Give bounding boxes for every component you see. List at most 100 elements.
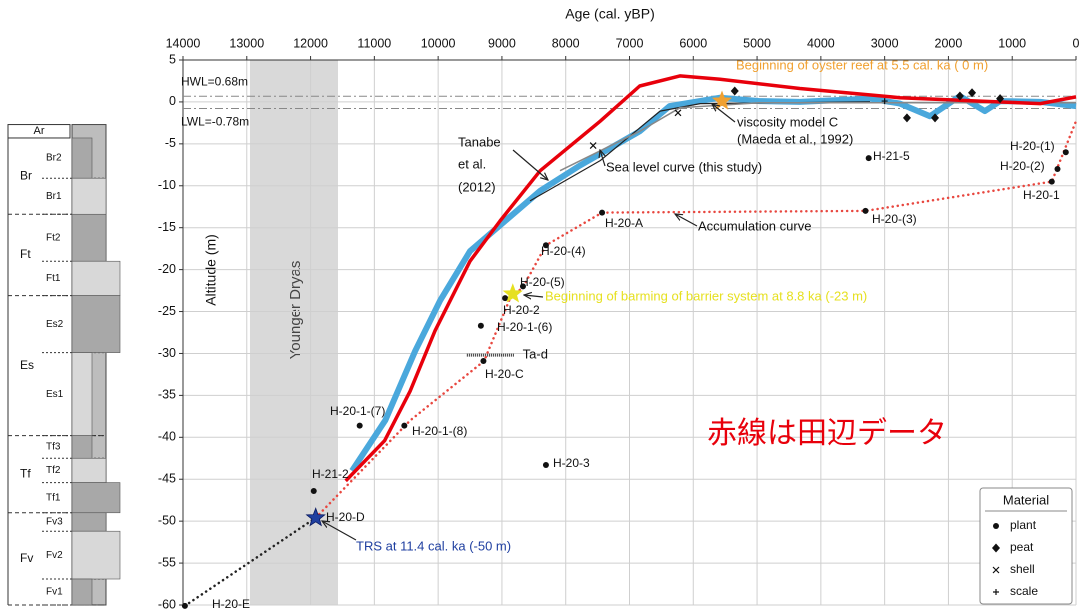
- subunit-label: Fv1: [46, 587, 63, 598]
- sample-marker: [599, 209, 606, 216]
- series-line: [559, 102, 1076, 172]
- y-tick-label: -55: [158, 555, 176, 569]
- x-tick-label: 13000: [229, 36, 264, 50]
- reference-label: LWL=-0.78m: [181, 115, 249, 129]
- x-tick-label: 7000: [616, 36, 644, 50]
- unit-label: Ft: [20, 247, 31, 261]
- arrow: [712, 104, 736, 123]
- lithology-bed: [71, 213, 107, 262]
- arrow: [524, 295, 544, 297]
- legend-marker: [992, 566, 1000, 574]
- y-tick-label: -20: [158, 262, 176, 276]
- y-tick-label: -60: [158, 597, 176, 611]
- sample-label: H-20-1-(6): [497, 320, 552, 334]
- sample-marker: [674, 109, 682, 117]
- y-tick-label: -35: [158, 388, 176, 402]
- sample-marker: [542, 461, 549, 468]
- legend-marker: [992, 543, 1000, 553]
- sample-label: H-20-(2): [1000, 159, 1045, 173]
- x-tick-label: 3000: [871, 36, 899, 50]
- subunit-label: Br2: [46, 153, 62, 164]
- sample-marker: [931, 113, 940, 123]
- sample-marker: [519, 283, 526, 290]
- lithology-bed: [71, 530, 121, 580]
- legend-marker: [993, 589, 999, 595]
- column-header-label: Ar: [34, 125, 45, 137]
- y-tick-label: -15: [158, 220, 176, 234]
- legend-label: plant: [1010, 518, 1037, 532]
- lithology-bed: [71, 578, 93, 606]
- subunit-label: Es1: [46, 389, 64, 400]
- sample-label: H-20-1: [1023, 188, 1060, 202]
- sample-marker: [356, 422, 363, 429]
- sample-marker: [968, 88, 977, 98]
- lithology-bed: [71, 482, 121, 514]
- sample-label: H-20-2: [503, 303, 540, 317]
- annotation: viscosity model C: [737, 114, 838, 129]
- tephra-label: Ta-d: [523, 347, 548, 362]
- lithology-bed: [71, 352, 93, 436]
- x-tick-label: 1000: [998, 36, 1026, 50]
- x-tick-label: 8000: [552, 36, 580, 50]
- sample-label: H-20-E: [212, 597, 250, 611]
- arrow: [600, 150, 605, 167]
- legend-box: [979, 487, 1073, 605]
- subunit-label: Es2: [46, 319, 64, 330]
- sample-marker: [480, 358, 487, 365]
- star-label: TRS at 11.4 cal. ka (-50 m): [356, 538, 511, 553]
- annotation-arrows: [322, 104, 736, 541]
- younger-dryas-band: [249, 60, 338, 605]
- sample-marker: [401, 422, 408, 429]
- x-tick-label: 10000: [421, 36, 456, 50]
- sample-marker: [955, 91, 964, 101]
- sample-marker: [589, 142, 597, 149]
- series-label: Sea level curve (this study): [606, 159, 762, 174]
- y-tick-label: -5: [165, 136, 176, 150]
- series-line: [349, 93, 1077, 473]
- star-label: Beginning of barming of barrier system a…: [545, 288, 867, 303]
- lithology-bed: [71, 457, 107, 483]
- sample-marker: [865, 155, 872, 162]
- x-tick-label: 12000: [293, 36, 328, 50]
- sample-marker: [1054, 166, 1061, 172]
- arrow: [322, 521, 357, 541]
- sample-marker: [542, 242, 549, 249]
- x-tick-label: 0: [1073, 36, 1079, 50]
- star-marker: [305, 507, 326, 527]
- arrow: [512, 149, 548, 180]
- x-tick-label: 2000: [935, 36, 963, 50]
- sample-marker: [1048, 178, 1055, 185]
- x-axis-title: Age (cal. yBP): [565, 6, 654, 22]
- sample-label: H-20-C: [485, 367, 524, 381]
- subunit-label: Ft2: [46, 232, 61, 243]
- x-tick-label: 5000: [743, 36, 771, 50]
- legend-marker: [993, 523, 999, 529]
- sample-label: H-20-(4): [541, 244, 586, 258]
- sample-marker: [862, 207, 869, 214]
- annotation: Tanabe: [458, 134, 501, 149]
- y-tick-label: -10: [158, 178, 176, 192]
- annotation: (2012): [458, 179, 496, 194]
- series-label: 赤線は田辺データ: [707, 417, 947, 450]
- subunit-label: Tf1: [46, 492, 61, 503]
- sample-label: H-20-(3): [872, 212, 917, 226]
- subunit-label: Tf2: [46, 465, 61, 476]
- lithology-bed: [71, 512, 107, 532]
- sample-label: H-20-D: [326, 510, 365, 524]
- legend-label: shell: [1010, 562, 1035, 576]
- sample-label: H-21-5: [873, 149, 910, 163]
- reference-label: HWL=0.68m: [181, 74, 248, 88]
- subunit-label: Fv2: [46, 550, 63, 561]
- legend-label: scale: [1010, 584, 1038, 598]
- annotation: et al.: [458, 156, 486, 171]
- y-tick-label: -25: [158, 304, 176, 318]
- sample-label: H-20-A: [605, 216, 643, 230]
- sample-marker: [310, 487, 317, 494]
- y-tick-label: -30: [158, 346, 176, 360]
- legend-label: peat: [1010, 540, 1034, 554]
- y-tick-label: -40: [158, 430, 176, 444]
- lithology-bed: [71, 177, 107, 215]
- sample-marker: [996, 94, 1005, 104]
- sample-label: H-21-2: [312, 467, 349, 481]
